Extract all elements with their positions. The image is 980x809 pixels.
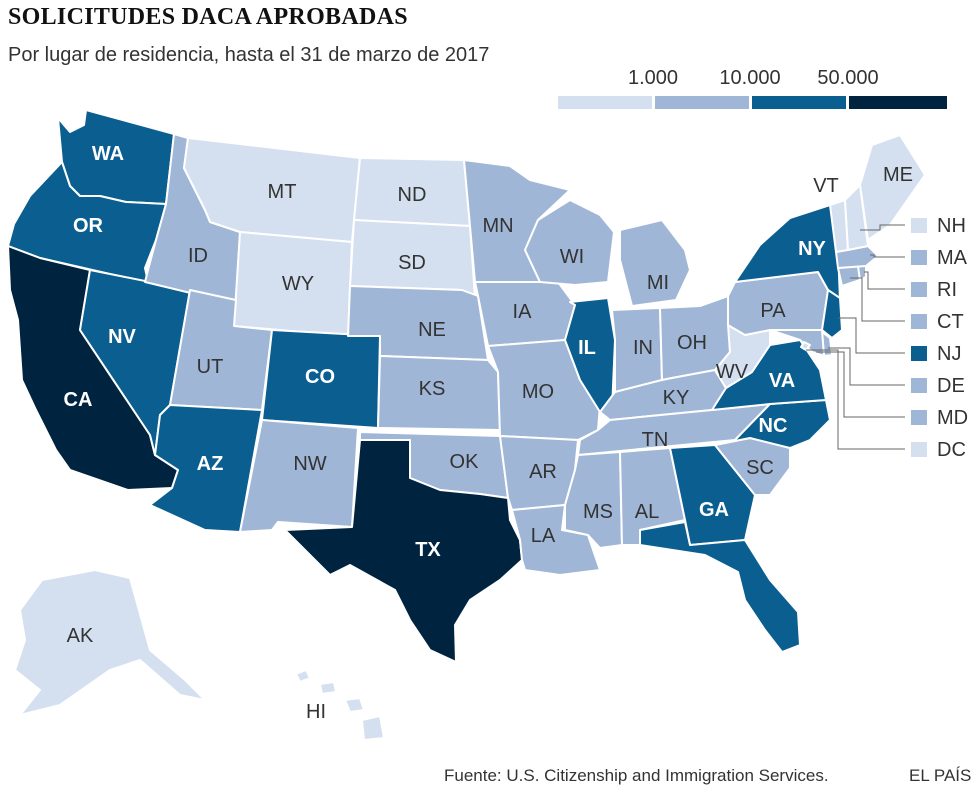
small-state-swatch-MD bbox=[911, 410, 927, 425]
state-label-ME: ME bbox=[883, 164, 913, 186]
small-state-swatch-MA bbox=[911, 250, 927, 265]
state-label-LA: LA bbox=[531, 525, 556, 547]
callout-line-RI bbox=[864, 271, 905, 290]
state-MI[interactable] bbox=[619, 219, 691, 307]
legend-band-2 bbox=[752, 96, 846, 109]
callout-line-DE bbox=[828, 347, 905, 386]
state-label-OR: OR bbox=[73, 215, 104, 237]
state-label-NM: NW bbox=[293, 453, 326, 475]
state-label-VT: VT bbox=[813, 175, 839, 197]
state-label-WY: WY bbox=[282, 273, 314, 295]
map-subtitle: Por lugar de residencia, hasta el 31 de … bbox=[8, 44, 490, 66]
legend-band-0 bbox=[558, 96, 652, 109]
state-CT[interactable] bbox=[837, 265, 861, 287]
small-state-label-MA: MA bbox=[937, 247, 968, 269]
small-state-label-RI: RI bbox=[937, 279, 957, 301]
small-state-label-MD: MD bbox=[937, 407, 968, 429]
publisher-brand: EL PAÍS bbox=[909, 766, 972, 785]
callout-line-CT bbox=[850, 277, 905, 322]
small-state-swatch-RI bbox=[911, 282, 927, 297]
state-label-NY: NY bbox=[798, 238, 826, 260]
legend: 1.000 10.000 50.000 bbox=[558, 67, 947, 109]
small-state-label-DE: DE bbox=[937, 375, 965, 397]
state-AK[interactable] bbox=[14, 569, 206, 716]
state-label-NC: NC bbox=[759, 415, 788, 437]
small-state-swatch-CT bbox=[911, 314, 927, 329]
state-label-WI: WI bbox=[560, 246, 584, 268]
small-state-label-NJ: NJ bbox=[937, 343, 961, 365]
state-label-CA: CA bbox=[64, 389, 93, 411]
state-HI[interactable] bbox=[295, 669, 385, 741]
small-state-swatch-DC bbox=[911, 442, 927, 457]
state-label-MN: MN bbox=[482, 215, 513, 237]
state-FL[interactable] bbox=[639, 521, 801, 653]
legend-threshold-10000: 10.000 bbox=[719, 67, 780, 89]
map-title: SOLICITUDES DACA APROBADAS bbox=[8, 4, 408, 30]
callout-line-NJ bbox=[838, 317, 905, 354]
small-state-swatch-DE bbox=[911, 378, 927, 393]
state-label-ND: ND bbox=[398, 184, 427, 206]
state-OR[interactable] bbox=[7, 161, 167, 283]
state-label-IL: IL bbox=[578, 337, 596, 359]
state-label-PA: PA bbox=[760, 300, 786, 322]
state-WI[interactable] bbox=[524, 199, 615, 286]
state-label-SD: SD bbox=[398, 252, 426, 274]
state-label-SC: SC bbox=[746, 457, 774, 479]
small-state-label-DC: DC bbox=[937, 439, 966, 461]
source-note: Fuente: U.S. Citizenship and Immigration… bbox=[444, 766, 829, 785]
state-label-AZ: AZ bbox=[197, 453, 224, 475]
state-label-OK: OK bbox=[450, 451, 480, 473]
state-label-NV: NV bbox=[108, 326, 136, 348]
small-state-callouts bbox=[806, 224, 905, 450]
state-ME[interactable] bbox=[859, 134, 926, 241]
state-label-TN: TN bbox=[642, 429, 669, 451]
legend-band-3 bbox=[849, 96, 947, 109]
state-label-VA: VA bbox=[769, 370, 795, 392]
state-label-MO: MO bbox=[522, 381, 554, 403]
small-state-swatch-NH bbox=[911, 218, 927, 233]
state-TX[interactable] bbox=[284, 439, 523, 663]
state-label-NE: NE bbox=[418, 319, 446, 341]
state-LA[interactable] bbox=[511, 504, 601, 576]
state-label-WA: WA bbox=[92, 143, 124, 165]
state-label-KS: KS bbox=[419, 378, 446, 400]
state-label-KY: KY bbox=[663, 387, 690, 409]
state-NH[interactable] bbox=[844, 184, 869, 251]
states-layer bbox=[7, 109, 926, 741]
state-label-WV: WV bbox=[716, 361, 749, 383]
callout-line-MA bbox=[870, 254, 905, 258]
callout-line-MD bbox=[816, 351, 905, 418]
legend-band-1 bbox=[655, 96, 749, 109]
state-label-CO: CO bbox=[305, 366, 335, 388]
small-state-label-NH: NH bbox=[937, 215, 966, 237]
state-label-TX: TX bbox=[415, 539, 441, 561]
state-label-UT: UT bbox=[197, 356, 224, 378]
state-label-AR: AR bbox=[529, 461, 557, 483]
small-state-label-CT: CT bbox=[937, 311, 964, 333]
small-state-swatch-NJ bbox=[911, 346, 927, 361]
state-label-IN: IN bbox=[633, 337, 653, 359]
state-label-AL: AL bbox=[635, 501, 659, 523]
callout-line-NH bbox=[860, 224, 905, 231]
state-label-MS: MS bbox=[583, 501, 613, 523]
legend-threshold-50000: 50.000 bbox=[817, 67, 878, 89]
state-label-HI: HI bbox=[306, 701, 326, 723]
state-label-AK: AK bbox=[67, 625, 94, 647]
state-label-MT: MT bbox=[268, 181, 297, 203]
state-label-IA: IA bbox=[513, 301, 533, 323]
small-state-legend: NH MA RI CT NJ DE MD DC bbox=[911, 215, 968, 461]
state-label-OH: OH bbox=[677, 332, 707, 354]
state-label-GA: GA bbox=[699, 499, 729, 521]
callout-line-DC bbox=[806, 349, 905, 450]
state-NJ[interactable] bbox=[821, 289, 843, 339]
state-label-MI: MI bbox=[647, 272, 669, 294]
legend-threshold-1000: 1.000 bbox=[628, 67, 678, 89]
state-label-FL: FL bbox=[796, 575, 820, 597]
state-NM[interactable] bbox=[239, 419, 359, 533]
state-labels: WA OR CA NV ID MT WY UT AZ CO NW ND SD NE KS OK TX MN IA MO… bbox=[64, 143, 913, 723]
state-label-ID: ID bbox=[188, 245, 208, 267]
